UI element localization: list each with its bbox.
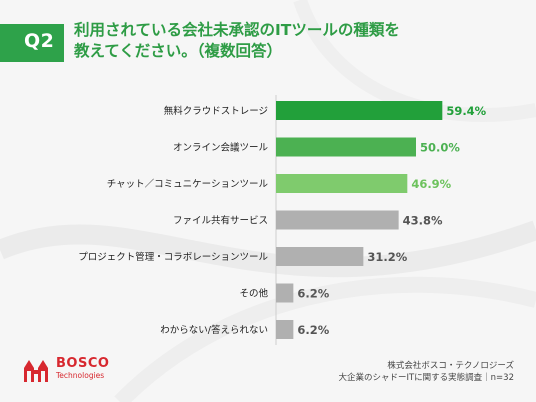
category-label: チャット／コミュニケーションツール: [107, 179, 269, 190]
category-label: わからない/答えられない: [160, 324, 268, 336]
value-label: 43.8%: [403, 214, 443, 228]
question-badge: [0, 24, 64, 62]
category-label: その他: [239, 288, 268, 300]
logo-subtitle: Technologies: [56, 371, 105, 380]
value-label: 31.2%: [367, 250, 407, 264]
page-title: 利用されている会社未承認のITツールの種類を 教えてください。（複数回答）: [74, 20, 514, 62]
value-label: 6.2%: [297, 323, 329, 337]
bar: [276, 247, 364, 266]
value-label: 46.9%: [411, 177, 451, 191]
bar: [276, 137, 416, 157]
source-note: 株式会社ボスコ・テクノロジーズ 大企業のシャドーITに関する実態調査｜n=32: [338, 360, 514, 384]
category-label: ファイル共有サービス: [173, 215, 268, 227]
title-line-2: 教えてください。（複数回答）: [74, 42, 283, 60]
bar: [276, 210, 399, 230]
category-label: オンライン会議ツール: [173, 142, 269, 154]
value-label: 59.4%: [446, 104, 486, 118]
source-survey: 大企業のシャドーITに関する実態調査｜n=32: [338, 373, 514, 383]
logo-name: BOSCO: [56, 356, 110, 371]
question-number: Q2: [24, 30, 55, 52]
value-label: 50.0%: [420, 141, 460, 155]
source-company: 株式会社ボスコ・テクノロジーズ: [387, 361, 514, 371]
bar: [276, 174, 408, 193]
bosco-logo-icon: [24, 360, 48, 382]
value-label: 6.2%: [297, 287, 329, 301]
bar: [276, 101, 443, 120]
bar: [276, 320, 294, 339]
category-label: 無料クラウドストレージ: [164, 105, 268, 117]
bar: [276, 283, 294, 303]
title-line-1: 利用されている会社未承認のITツールの種類を: [74, 21, 400, 39]
category-label: プロジェクト管理・コラボレーションツール: [78, 251, 268, 263]
